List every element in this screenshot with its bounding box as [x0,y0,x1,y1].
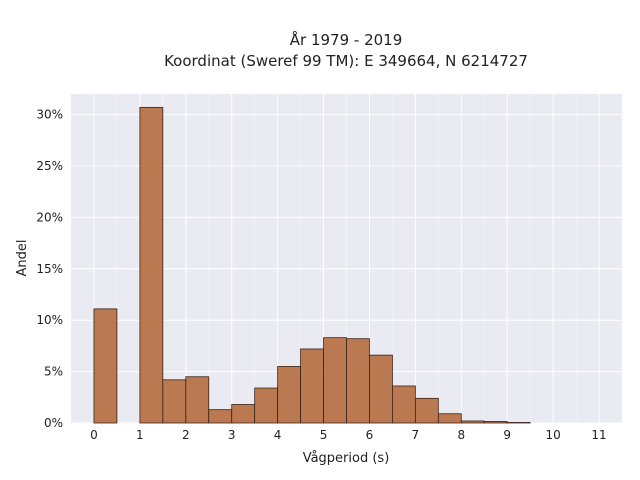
x-tick-label: 10 [545,428,560,442]
x-tick-label: 5 [320,428,328,442]
y-tick-label: 25% [36,159,63,173]
histogram-bar [414,397,439,424]
bars [93,106,531,424]
x-tick-label: 1 [136,428,144,442]
x-tick-label: 3 [228,428,236,442]
y-tick-label: 20% [36,210,63,224]
chart-title: År 1979 - 2019 [290,30,403,49]
histogram-bar [369,354,393,424]
y-tick-label: 15% [36,262,63,276]
x-tick-label: 9 [503,428,511,442]
x-tick-label: 6 [366,428,374,442]
histogram-bar [506,422,531,424]
histogram-bar [483,421,508,424]
x-ticks: 0 1 2 3 4 5 6 7 8 9 10 11 [90,428,607,442]
histogram-bar [323,337,347,424]
histogram-bar [162,379,187,424]
histogram-bar [300,348,324,424]
y-tick-label: 0% [44,416,63,430]
histogram-bar [231,404,256,424]
y-tick-label: 30% [36,108,63,122]
y-ticks: 0% 5% 10% 15% 20% 25% 30% [36,108,63,430]
x-tick-label: 2 [182,428,190,442]
histogram-bar [277,366,301,424]
chart-subtitle: Koordinat (Sweref 99 TM): E 349664, N 62… [164,52,528,70]
histogram-bar [208,409,233,424]
histogram-bar [346,338,370,424]
histogram-bar [185,376,210,424]
y-axis-label: Andel [15,240,30,277]
x-tick-label: 8 [457,428,465,442]
x-tick-label: 11 [591,428,606,442]
histogram-bar [139,106,164,424]
x-tick-label: 0 [90,428,98,442]
histogram-bar [254,387,279,424]
y-tick-label: 10% [36,313,63,327]
x-tick-label: 4 [274,428,282,442]
histogram-bar [437,413,462,424]
histogram-bar [93,308,118,424]
y-tick-label: 5% [44,365,63,379]
histogram-bar [392,385,416,424]
histogram-bar [460,420,485,424]
x-axis-label: Vågperiod (s) [303,451,390,466]
x-tick-label: 7 [412,428,420,442]
